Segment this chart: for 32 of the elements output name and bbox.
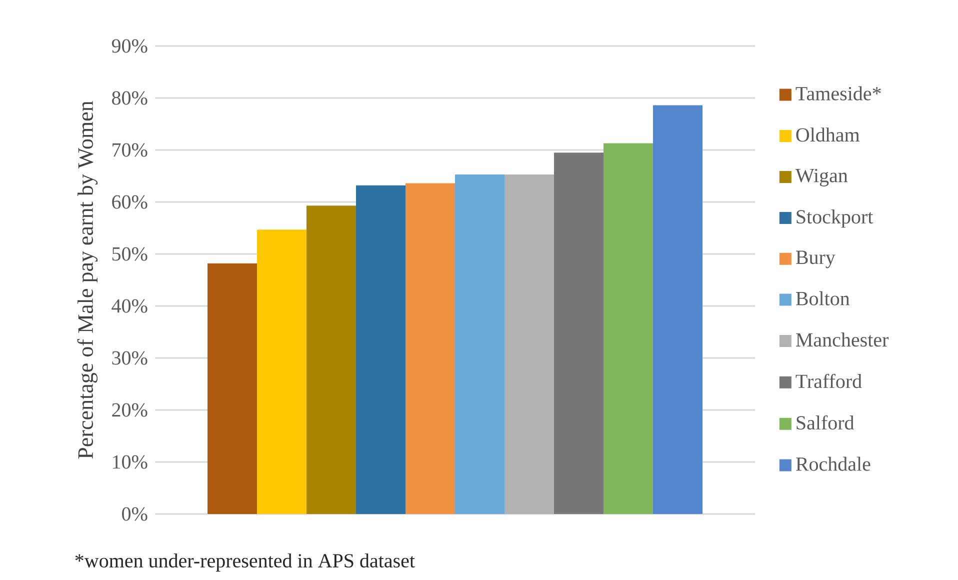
legend-label: Tameside* [796,86,881,100]
legend-label: Stockport [796,210,874,228]
legend-label: Salford [796,415,854,430]
bar [406,183,456,514]
bar [257,230,307,514]
legend-label: Bolton [796,291,850,306]
bar [455,174,505,514]
bar [604,143,654,514]
text: *women under-represented in APS dataset [75,553,415,572]
legend-label: Manchester [796,332,889,347]
legend-label: Oldham [796,128,860,142]
legend-label: Rochdale [796,456,870,471]
y-tick-label: 50% [112,247,148,261]
y-tick-label: 20% [112,403,148,417]
bar [653,105,703,514]
bar [554,152,604,514]
y-tick-label: 40% [112,299,148,313]
legend-label: Trafford [796,374,862,388]
y-tick-label: 80% [112,91,148,105]
legend-label: Bury [796,250,836,268]
legend-label: Wigan [795,168,848,186]
y-tick-label: 30% [112,351,148,365]
y-axis-title: Percentage of Male pay earnt by Women [77,100,98,459]
y-tick-label: 0% [122,507,148,521]
bar [208,263,257,514]
y-tick-label: 70% [112,143,148,157]
y-tick-label: 90% [112,39,148,53]
bar [504,174,554,514]
y-tick-label: 60% [112,195,148,209]
bar [306,206,356,514]
bar [356,185,406,514]
y-tick-label: 10% [113,455,148,469]
